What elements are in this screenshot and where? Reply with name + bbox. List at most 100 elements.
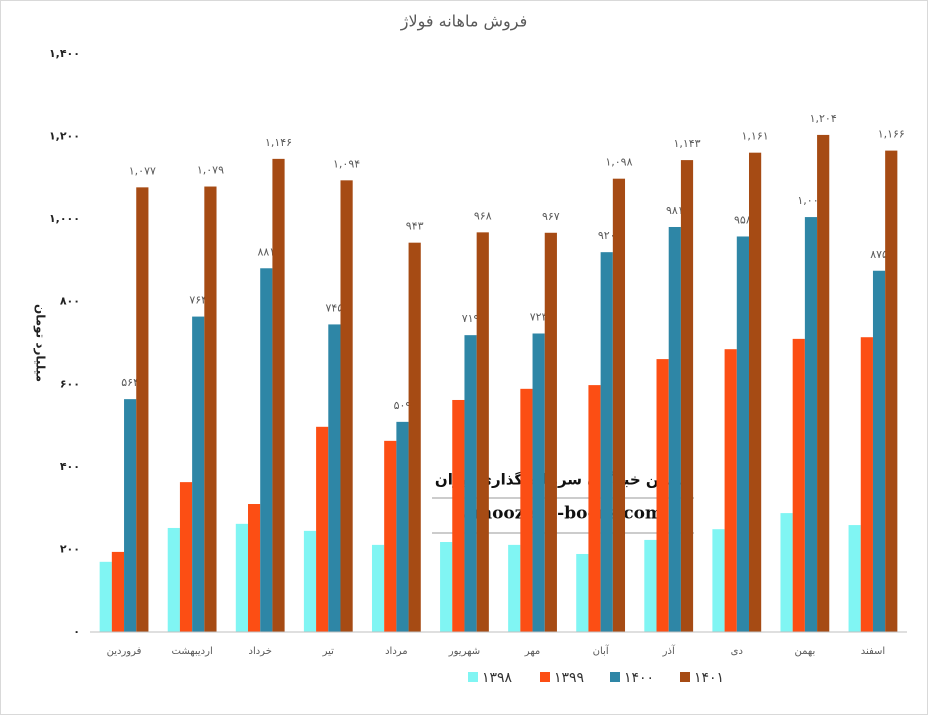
bar: [508, 544, 521, 632]
x-tick-label: اسفند: [861, 646, 885, 657]
data-label: ۹۴۳: [406, 220, 424, 233]
legend-label: ۱۳۹۸: [482, 670, 513, 686]
legend-swatch: [540, 672, 550, 682]
bar: [99, 561, 112, 632]
x-tick-label: شهریور: [448, 646, 480, 657]
x-tick-label: آبان: [593, 644, 610, 657]
legend-swatch: [610, 672, 620, 682]
bar: [440, 541, 453, 632]
bar: [111, 551, 125, 632]
bar: [520, 388, 533, 632]
bar: [316, 426, 329, 632]
legend-label: ۱۴۰۱: [694, 670, 724, 686]
x-tick-label: مرداد: [385, 646, 408, 657]
bar: [532, 333, 545, 632]
bar: [872, 270, 886, 632]
data-label: ۹۸۱: [666, 204, 684, 217]
data-label: ۵۰۹: [394, 399, 412, 412]
bar: [817, 134, 830, 633]
bar: [476, 232, 489, 632]
bar: [396, 421, 409, 632]
bar: [136, 187, 149, 633]
data-label: ۵۶۴: [121, 376, 139, 389]
legend-label: ۱۴۰۰: [624, 670, 654, 686]
bar: [792, 338, 805, 632]
x-tick-label: مهر: [524, 646, 540, 657]
bar: [124, 399, 137, 632]
y-axis-label: میلیارد تومان: [33, 304, 48, 382]
data-label: ۱,۱۴۳: [673, 137, 700, 150]
data-label: ۹۶۸: [474, 209, 492, 222]
bar: [340, 180, 353, 632]
y-tick-label: ۰: [73, 625, 80, 638]
legend-swatch: [680, 672, 690, 682]
bar: [408, 242, 421, 632]
bar: [204, 186, 217, 632]
watermark: amoozesh-boors.com: [463, 504, 663, 524]
data-label: ۱,۰۷۹: [197, 164, 224, 177]
bar: [712, 529, 725, 632]
bar: [600, 252, 613, 632]
bar: [885, 150, 898, 632]
y-tick-label: ۸۰۰: [60, 295, 80, 308]
bar: [544, 232, 557, 632]
bar: [272, 158, 285, 632]
y-tick-label: ۱,۴۰۰: [49, 47, 80, 60]
data-label: ۷۱۹: [462, 312, 480, 325]
data-label: ۹۶۷: [542, 210, 560, 223]
data-label: ۱,۰۹۴: [333, 157, 360, 170]
data-label: ۷۲۳: [530, 311, 548, 324]
x-tick-label: بهمن: [794, 646, 815, 657]
data-label: ۱,۱۶۱: [742, 130, 769, 143]
bar: [248, 504, 261, 632]
y-tick-label: ۲۰۰: [60, 542, 80, 555]
bar: [748, 152, 762, 632]
y-tick-label: ۶۰۰: [60, 377, 80, 390]
bar: [303, 530, 317, 632]
data-label: ۹۲۰: [598, 229, 616, 242]
bar: [848, 525, 861, 632]
data-label: ۱,۰۹۸: [605, 156, 632, 169]
bar: [260, 268, 273, 632]
bar: [464, 335, 477, 632]
legend-label: ۱۳۹۹: [554, 670, 584, 686]
bar: [724, 349, 737, 632]
bar: [452, 399, 465, 632]
bar: [235, 523, 249, 632]
data-label: ۷۴۵: [326, 301, 344, 314]
bar: [588, 385, 601, 632]
x-tick-label: فروردین: [107, 646, 142, 657]
data-label: ۹۵۸: [734, 213, 752, 226]
data-label: ۱,۰۷۷: [129, 164, 156, 177]
bar: [612, 178, 626, 632]
watermark: انجمن خبرگان سرمایه گذاری ایران: [435, 471, 691, 489]
bar: [644, 539, 657, 632]
bar: [179, 482, 193, 632]
bar: [167, 527, 180, 632]
y-tick-label: ۴۰۰: [60, 460, 80, 473]
bar: [668, 226, 681, 633]
x-tick-label: اردیبهشت: [172, 646, 213, 657]
bar: [328, 324, 341, 632]
bar: [656, 359, 669, 632]
bar: [736, 236, 749, 633]
bar: [860, 337, 873, 632]
data-label: ۱,۱۴۶: [265, 136, 292, 149]
chart-title: فروش ماهانه فولاژ: [400, 12, 527, 32]
data-label: ۱,۱۶۶: [878, 128, 905, 141]
x-tick-label: دی: [731, 646, 743, 657]
data-label: ۸۸۱: [257, 245, 275, 258]
data-label: ۸۷۵: [870, 248, 888, 261]
bar: [680, 160, 694, 632]
bar: [576, 553, 589, 632]
data-label: ۷۶۴: [189, 294, 207, 307]
bar: [804, 217, 818, 633]
x-tick-label: آذر: [662, 644, 676, 657]
y-tick-label: ۱,۰۰۰: [49, 212, 80, 225]
bar: [371, 544, 385, 632]
data-label: ۱,۲۰۴: [810, 112, 837, 125]
legend-swatch: [468, 672, 478, 682]
bar: [192, 316, 205, 632]
x-tick-label: خرداد: [249, 646, 272, 657]
